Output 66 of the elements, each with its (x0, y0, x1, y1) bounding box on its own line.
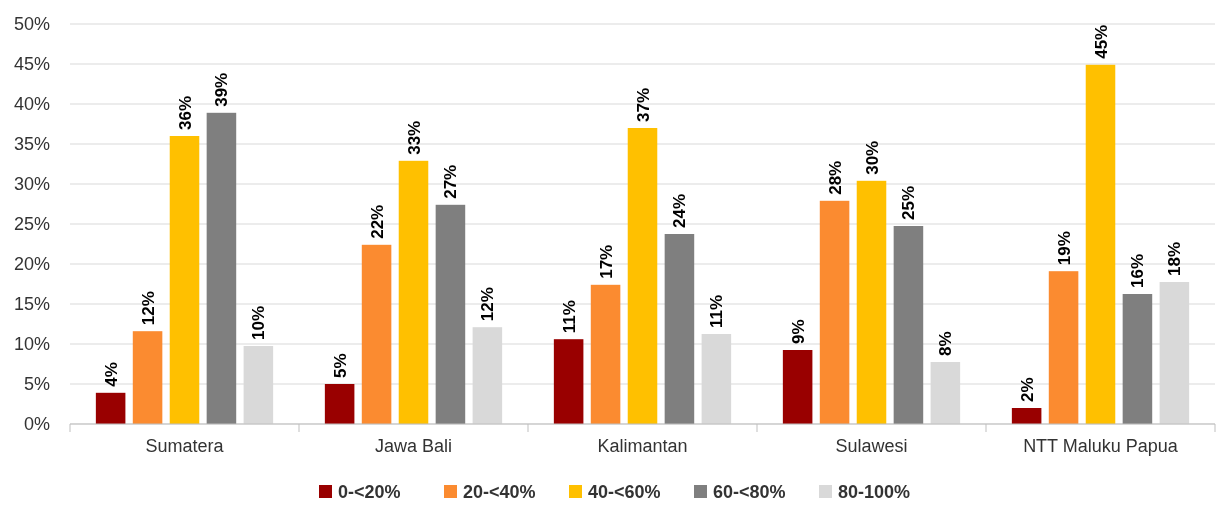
bar (435, 204, 466, 424)
bar (819, 200, 850, 424)
bar (95, 392, 126, 424)
data-label: 17% (596, 244, 616, 279)
x-tick-label: Sulawesi (835, 436, 908, 456)
y-tick-label: 20% (13, 254, 50, 275)
data-label: 9% (788, 319, 808, 344)
data-label: 37% (633, 87, 653, 122)
legend-label: 40-<60% (588, 482, 661, 503)
data-label: 22% (367, 204, 387, 239)
bar (627, 128, 658, 424)
bar (1085, 64, 1116, 424)
bar (664, 234, 695, 424)
data-label: 8% (936, 331, 956, 356)
bar (169, 136, 200, 424)
y-tick-label: 50% (13, 14, 50, 35)
data-label: 28% (825, 160, 845, 195)
bar (324, 384, 355, 424)
data-label: 4% (101, 362, 121, 387)
y-tick-label: 30% (13, 174, 50, 195)
y-tick-label: 40% (13, 94, 50, 115)
data-label: 11% (707, 294, 727, 328)
x-tick-label: Jawa Bali (374, 436, 453, 456)
data-label: 2% (1017, 377, 1037, 402)
bar (856, 180, 887, 424)
x-tick-label: NTT Maluku Papua (1023, 436, 1179, 456)
data-label: 36% (175, 95, 195, 130)
bar (206, 112, 237, 424)
x-tick-label: Kalimantan (597, 436, 688, 456)
bar (1011, 408, 1042, 424)
y-tick-label: 5% (23, 374, 50, 395)
data-label: 33% (404, 120, 424, 155)
bar (1122, 294, 1153, 424)
bar (553, 339, 584, 424)
bar (590, 284, 621, 424)
data-label: 25% (899, 185, 919, 220)
y-tick-label: 25% (13, 214, 50, 235)
data-label: 39% (212, 72, 232, 107)
data-label: 19% (1054, 231, 1074, 266)
data-label: 10% (249, 305, 269, 340)
data-label: 16% (1128, 253, 1148, 288)
y-tick-label: 0% (23, 414, 50, 435)
data-label: 12% (138, 291, 158, 326)
data-label: 27% (441, 164, 461, 199)
bar (782, 350, 813, 424)
bar (361, 244, 392, 424)
legend-label: 20-<40% (463, 482, 536, 503)
data-label: 11% (559, 300, 579, 334)
data-label: 5% (330, 353, 350, 378)
bar (893, 226, 924, 424)
legend-label: 60-<80% (713, 482, 786, 503)
y-tick-label: 35% (13, 134, 50, 155)
bar (1048, 271, 1079, 424)
x-tick-label: Sumatera (145, 436, 225, 456)
legend-label: 80-100% (838, 482, 911, 503)
legend-label: 0-<20% (338, 482, 401, 503)
data-label: 18% (1165, 241, 1185, 276)
bar (398, 160, 429, 424)
y-tick-label: 10% (13, 334, 50, 355)
bar (132, 331, 163, 424)
data-label: 24% (670, 193, 690, 228)
y-tick-label: 45% (13, 54, 50, 75)
data-label: 12% (478, 287, 498, 322)
y-tick-label: 15% (13, 294, 50, 315)
data-label: 30% (862, 140, 882, 175)
data-label: 45% (1091, 24, 1111, 59)
